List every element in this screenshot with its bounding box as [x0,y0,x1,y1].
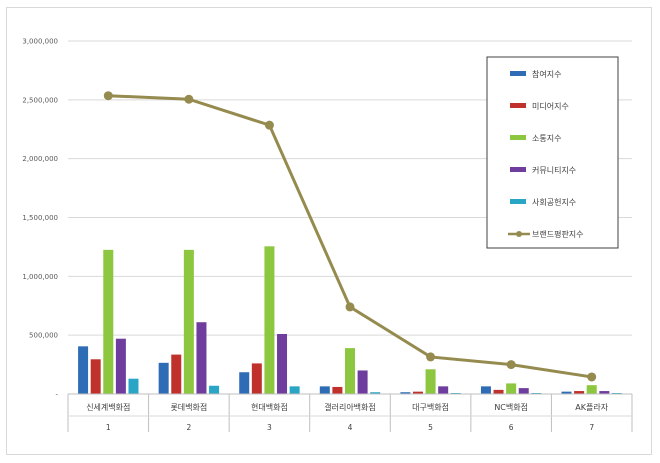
legend-marker [516,231,522,237]
bar [103,249,114,394]
legend-swatch [510,199,526,204]
legend-swatch [510,103,526,108]
bar [196,322,207,394]
line-point [264,120,274,130]
bar [518,388,529,394]
y-tick-label: 1,500,000 [22,214,58,222]
y-tick-label: 3,000,000 [22,38,58,46]
y-tick-label: - [55,391,58,399]
rank-label: 2 [186,423,191,432]
line-point [426,352,436,362]
bar [90,359,101,394]
bar [438,386,449,394]
bar [480,386,491,394]
bar [251,363,262,394]
rank-label: 1 [106,423,111,432]
line-point [506,360,516,370]
grid-lines [68,40,632,336]
bar [574,391,585,394]
legend-swatch [510,167,526,172]
category-label: AK플라자 [575,403,608,412]
legend-label: 미디어지수 [532,101,569,111]
line-point [184,94,194,104]
bar [400,392,411,394]
bar [412,391,423,394]
category-label: 롯데백화점 [170,402,207,412]
y-tick-label: 1,000,000 [22,273,58,281]
category-label: 대구백화점 [412,402,449,412]
line-point [103,91,113,101]
rank-label: 3 [267,423,272,432]
bar [586,385,597,394]
category-label: NC백화점 [494,402,528,412]
bar [561,391,572,394]
bar [370,392,381,394]
line-point [587,372,597,382]
y-axis: - 500,000 1,000,000 1,500,000 2,000,000 2,500… [22,38,58,399]
bar [158,362,169,394]
category-label: 신세계백화점 [86,402,130,412]
bar [289,386,300,394]
bar [209,385,220,394]
rank-label: 4 [348,423,353,432]
bar [239,372,250,394]
bar [319,386,330,394]
bar [332,386,343,394]
legend-label: 브랜드평판지수 [532,229,584,239]
bar [78,346,89,394]
rank-label: 6 [509,423,514,432]
rank-label: 5 [428,423,433,432]
bar [183,249,194,394]
category-label: 현대백화점 [251,402,288,412]
rank-label: 7 [589,423,594,432]
bar [506,383,517,394]
category-label: 갤러리아백화점 [324,402,376,412]
bar-series [78,246,622,394]
line-point [345,302,355,312]
bar [277,333,288,394]
legend-label: 사회공헌지수 [532,198,576,207]
legend-box [486,56,619,249]
legend-label: 커뮤니티지수 [532,165,576,175]
bar [128,378,139,394]
bar [357,370,368,394]
bar [345,348,355,394]
legend-label: 참여지수 [532,69,561,79]
legend-label: 소통지수 [532,134,561,143]
legend-swatch [510,135,526,140]
bar [599,391,610,394]
bar [264,246,275,394]
bar [171,354,182,394]
bar [493,389,504,394]
y-tick-label: 2,500,000 [22,96,58,104]
x-axis: 신세계백화점 1 롯데백화점 2 현대백화점 3 갤러리아백화점 4 대구백화점 5 NC백화점 6 A… [67,393,633,432]
bar [425,369,436,394]
y-tick-label: 2,000,000 [22,155,58,163]
legend-swatch [510,71,526,76]
bar [115,338,126,394]
line-series [103,91,597,382]
y-tick-label: 500,000 [29,332,58,340]
